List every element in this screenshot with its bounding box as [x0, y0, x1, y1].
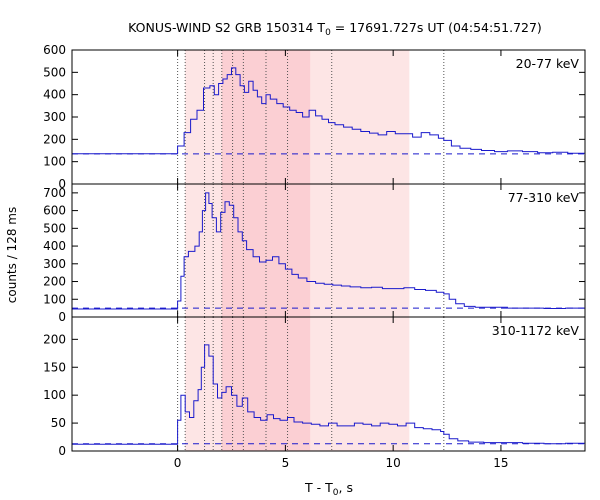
y-tick-label: 200 — [43, 132, 66, 146]
x-axis-label: T - T0, s — [304, 480, 353, 498]
y-tick-label: 600 — [43, 43, 66, 57]
y-tick-label: 200 — [43, 332, 66, 346]
x-tick-label: 15 — [493, 456, 508, 470]
y-tick-label: 100 — [43, 292, 66, 306]
y-tick-label: 100 — [43, 155, 66, 169]
y-tick-label: 300 — [43, 110, 66, 124]
chart-title: KONUS-WIND S2 GRB 150314 T0 = 17691.727s… — [128, 20, 542, 38]
light-curve — [72, 67, 586, 155]
y-tick-label: 600 — [43, 204, 66, 218]
panel-3: 0 50 100 150 200 310-1172 keV — [43, 316, 586, 458]
y-tick-label: 0 — [58, 177, 66, 191]
y-tick-label: 200 — [43, 275, 66, 289]
y-tick-label: 0 — [58, 310, 66, 324]
x-tick-label: 0 — [174, 456, 182, 470]
y-tick-label: 500 — [43, 221, 66, 235]
x-tick-label: 5 — [282, 456, 290, 470]
panel-frame — [71, 316, 586, 452]
light-curve — [72, 192, 586, 310]
energy-band-label: 310-1172 keV — [492, 323, 580, 338]
y-tick-label: 0 — [58, 444, 66, 458]
y-tick-label: 400 — [43, 88, 66, 102]
y-tick-label: 500 — [43, 65, 66, 79]
y-tick-label: 50 — [51, 416, 66, 430]
light-curve — [72, 344, 586, 445]
panel-1: 0 100 200 300 400 500 600 20-77 keV — [43, 43, 586, 191]
y-tick-label: 100 — [43, 388, 66, 402]
y-tick-label: 150 — [43, 360, 66, 374]
y-tick-label: 300 — [43, 257, 66, 271]
panel-2: 0 100 200 300 400 500 600 700 77-310 keV — [43, 183, 586, 324]
energy-band-label: 77-310 keV — [508, 190, 580, 205]
x-tick-label: 10 — [386, 456, 401, 470]
y-tick-label: 400 — [43, 239, 66, 253]
y-tick-label: 700 — [43, 186, 66, 200]
energy-band-label: 20-77 keV — [516, 56, 580, 71]
y-axis-label: counts / 128 ms — [5, 207, 19, 303]
